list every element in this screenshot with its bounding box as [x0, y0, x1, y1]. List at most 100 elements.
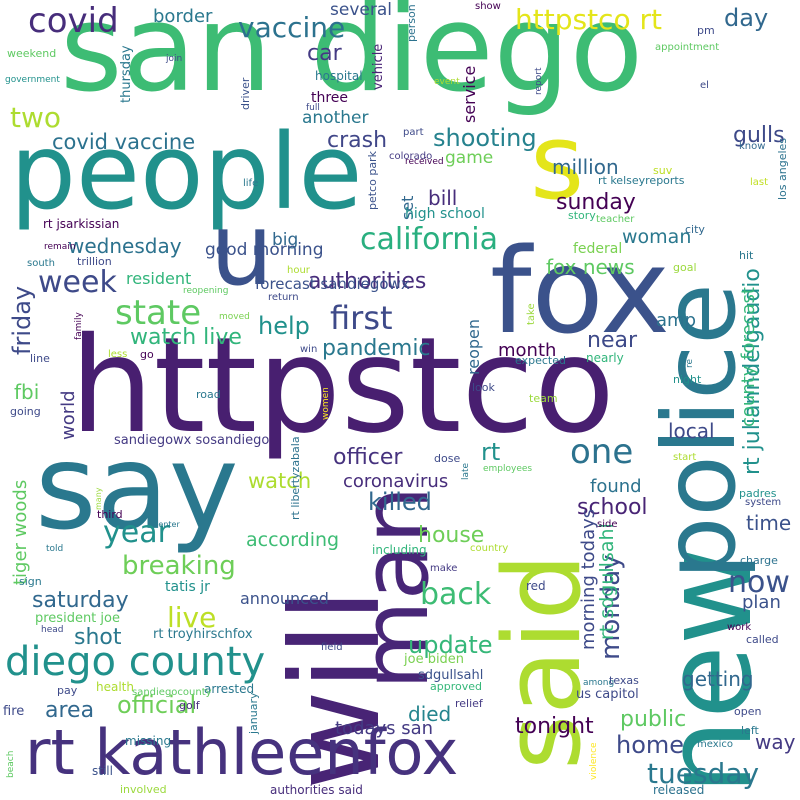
word: way: [755, 730, 796, 754]
word: report: [534, 67, 544, 96]
word: full: [306, 103, 320, 113]
word: night: [673, 373, 702, 386]
word: us capitol: [576, 687, 639, 702]
word: start: [673, 452, 697, 463]
word: amp: [656, 310, 696, 331]
word: received: [405, 157, 444, 167]
word: trillion: [77, 255, 112, 268]
word: game: [445, 148, 494, 168]
word: red: [526, 579, 546, 593]
word: appointment: [655, 42, 720, 53]
word: hour: [287, 265, 310, 276]
word: shot: [74, 625, 122, 650]
word: time: [746, 511, 792, 535]
word: many: [94, 487, 103, 511]
word: team: [529, 392, 558, 405]
word: california: [360, 222, 499, 257]
word: going: [10, 405, 41, 418]
word: covid: [28, 1, 119, 41]
word: tiger woods: [10, 479, 31, 585]
word: rt kathleenfox: [25, 716, 459, 789]
word: back: [420, 577, 492, 612]
word: first: [330, 299, 393, 337]
word: world: [58, 390, 79, 440]
word: another: [302, 108, 369, 128]
word: rt jsarkissian: [43, 217, 120, 231]
word: last: [750, 177, 769, 188]
word: approved: [430, 680, 482, 693]
word: federal: [573, 241, 623, 257]
word: three: [311, 90, 349, 106]
word: saturday: [32, 588, 129, 613]
word: arrested: [204, 682, 255, 696]
word: local: [668, 419, 715, 443]
word: driver: [239, 77, 252, 110]
word: one: [570, 432, 634, 472]
word: sandiegowx sosandiego: [114, 433, 270, 448]
word: go: [140, 348, 154, 361]
word: family: [74, 312, 84, 340]
word: late: [461, 462, 471, 480]
word: county forecast: [738, 287, 759, 427]
word: service: [460, 65, 479, 123]
word: side: [597, 519, 618, 530]
word: coronavirus: [343, 471, 449, 492]
word: tonight: [515, 714, 594, 739]
word: hospital: [315, 69, 363, 83]
word: among: [583, 678, 615, 688]
word: nearly: [586, 351, 624, 365]
word: line: [30, 352, 50, 365]
word: win: [300, 344, 318, 355]
word: s: [530, 101, 585, 223]
word: padres: [739, 487, 777, 500]
word: officer: [333, 445, 403, 470]
word: state: [115, 293, 202, 333]
word: school: [577, 495, 648, 520]
word: suv: [653, 164, 673, 177]
word: according: [246, 529, 340, 551]
word: relief: [455, 697, 483, 710]
word: died: [408, 702, 452, 726]
word: expected: [515, 354, 566, 367]
word: head: [41, 625, 64, 635]
word: area: [45, 698, 95, 723]
word: crash: [327, 128, 388, 153]
word: person: [405, 4, 418, 42]
word: shooting: [433, 124, 537, 152]
word: plan: [742, 592, 781, 613]
word: month: [498, 340, 557, 361]
word: story: [568, 209, 596, 222]
word: dose: [434, 452, 461, 465]
word: join: [166, 54, 183, 64]
word: reopen: [464, 319, 483, 375]
word: pandemic: [322, 336, 431, 361]
word: called: [746, 633, 779, 646]
word: involved: [120, 783, 167, 796]
word: remain: [44, 242, 76, 252]
word: moved: [219, 312, 250, 322]
word: missing: [125, 734, 172, 748]
word: teacher: [596, 214, 635, 225]
word: women: [321, 387, 331, 420]
word: home: [616, 731, 685, 759]
word: sdgullsahl: [418, 668, 484, 683]
word: told: [46, 544, 64, 554]
word: friday: [8, 285, 36, 355]
word: million: [552, 155, 619, 179]
word: authorities said: [270, 783, 363, 797]
word: president joe: [35, 611, 120, 626]
word: breaking: [122, 551, 236, 581]
word: mexico: [697, 739, 734, 750]
word: open: [734, 705, 762, 718]
word: employees: [483, 464, 533, 474]
word: show: [475, 1, 501, 12]
word: announced: [240, 589, 329, 608]
word: fox: [490, 222, 670, 360]
word: watch live: [130, 325, 242, 350]
word: wednesday: [68, 234, 182, 258]
word: including: [372, 543, 427, 557]
word: httpstco rt: [515, 3, 662, 36]
word: near: [587, 328, 638, 353]
word: field: [321, 642, 343, 653]
